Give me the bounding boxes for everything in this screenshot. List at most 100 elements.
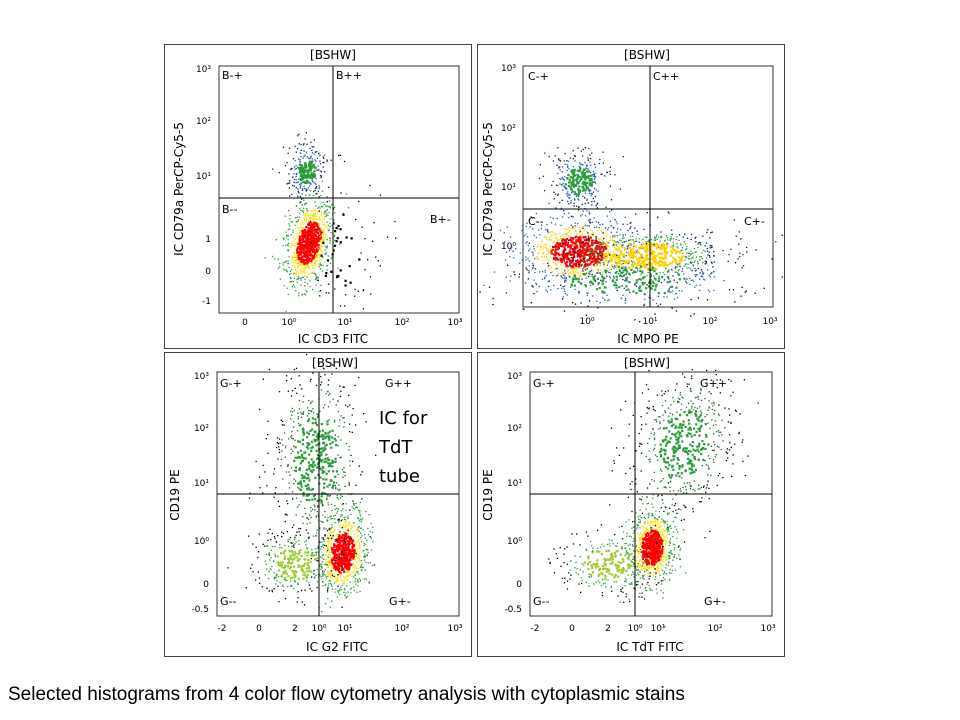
event-dot	[574, 246, 577, 249]
event-dot	[361, 535, 363, 537]
event-dot	[575, 230, 577, 232]
event-dot	[354, 572, 356, 575]
event-dot	[617, 265, 620, 268]
event-dot	[581, 182, 584, 185]
event-dot	[591, 243, 594, 246]
event-dot	[310, 488, 313, 491]
event-dot	[596, 258, 599, 261]
event-dot	[568, 269, 570, 271]
event-dot	[345, 522, 348, 524]
event-dot	[674, 261, 678, 264]
event-dot	[290, 246, 292, 248]
event-dot	[342, 561, 346, 564]
event-dot	[318, 223, 320, 225]
event-dot	[582, 195, 584, 197]
event-dot	[622, 271, 624, 274]
event-dot	[285, 237, 287, 239]
event-dot	[349, 523, 351, 525]
event-dot	[562, 272, 565, 274]
event-dot	[299, 170, 302, 173]
event-dot	[368, 582, 371, 584]
event-dot	[301, 231, 304, 234]
event-dot	[334, 239, 336, 242]
event-dot	[321, 213, 323, 215]
event-dot	[594, 175, 596, 177]
event-dot	[330, 571, 333, 573]
event-dot	[582, 252, 584, 254]
event-dot	[573, 262, 575, 264]
event-dot	[599, 269, 601, 271]
event-dot	[685, 256, 687, 258]
event-dot	[287, 238, 289, 241]
event-dot	[660, 231, 662, 233]
event-dot	[348, 566, 351, 569]
event-dot	[617, 258, 619, 260]
event-dot	[295, 179, 297, 181]
event-dot	[303, 228, 307, 231]
event-dot	[613, 284, 616, 287]
event-dot	[305, 175, 308, 178]
event-dot	[622, 294, 624, 296]
event-dot	[307, 473, 310, 476]
event-dot	[365, 555, 367, 557]
event-dot	[369, 562, 371, 564]
event-dot	[356, 557, 359, 559]
event-dot	[730, 248, 732, 250]
event-dot	[308, 176, 311, 179]
event-dot	[345, 592, 347, 594]
event-dot	[592, 252, 595, 255]
event-dot	[277, 535, 279, 537]
event-dot	[564, 153, 566, 155]
event-dot	[329, 606, 331, 609]
event-dot	[339, 540, 343, 543]
event-dot	[308, 479, 311, 482]
event-dot	[573, 205, 575, 207]
event-dot	[636, 258, 639, 261]
event-dot	[649, 274, 652, 277]
event-dot	[578, 264, 580, 266]
event-dot	[522, 248, 524, 251]
event-dot	[307, 163, 310, 166]
event-dot	[608, 242, 611, 245]
event-dot	[330, 446, 333, 449]
event-dot	[304, 285, 306, 287]
event-dot	[328, 394, 330, 396]
event-dot	[593, 243, 595, 245]
event-dot	[628, 242, 631, 246]
event-dot	[709, 244, 711, 247]
event-dot	[361, 541, 363, 543]
event-dot	[579, 267, 581, 269]
event-dot	[310, 506, 312, 509]
event-dot	[568, 275, 570, 277]
event-dot	[314, 213, 316, 215]
event-dot	[298, 133, 300, 136]
event-dot	[326, 577, 328, 579]
event-dot	[356, 548, 359, 551]
event-dot	[330, 262, 332, 265]
event-dot	[291, 430, 293, 433]
event-dot	[573, 170, 576, 173]
event-dot	[699, 278, 701, 280]
event-dot	[635, 266, 638, 269]
event-dot	[664, 263, 667, 266]
event-dot	[371, 565, 373, 567]
event-dot	[297, 263, 299, 265]
event-dot	[294, 446, 297, 449]
event-dot	[340, 494, 342, 496]
event-dot	[335, 548, 339, 551]
event-dot	[563, 274, 565, 276]
event-dot	[336, 562, 339, 565]
event-dot	[304, 263, 307, 266]
event-dot	[307, 260, 310, 263]
event-dot	[325, 220, 327, 223]
event-dot	[300, 265, 302, 267]
event-dot	[291, 168, 293, 170]
event-dot	[573, 256, 575, 258]
event-dot	[292, 231, 294, 233]
event-dot	[650, 276, 652, 278]
event-dot	[320, 239, 323, 241]
event-dot	[594, 195, 596, 198]
event-dot	[354, 578, 357, 580]
event-dot	[553, 284, 555, 287]
event-dot	[625, 260, 629, 263]
